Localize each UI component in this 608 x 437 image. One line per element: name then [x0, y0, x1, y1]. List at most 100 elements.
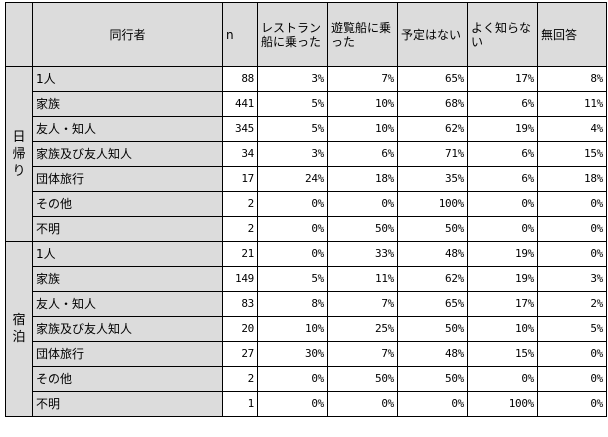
row-no-plan-cell: 65% — [397, 66, 468, 92]
table-row: 家族及び友人知人 20 10% 25% 50% 10% 5% — [6, 316, 607, 342]
row-no-answer-cell: 3% — [537, 266, 607, 292]
table-body: 日帰り 1人 88 3% 7% 65% 17% 8% 家族 441 5% 10% 68% 6% 11% 友人・… — [5, 66, 607, 417]
table-row: 友人・知人 345 5% 10% 62% 19% 4% — [6, 116, 607, 142]
row-restaurant-boat-cell: 0% — [257, 241, 328, 267]
row-dont-know-cell: 6% — [467, 91, 538, 117]
companion-category: 団体旅行 — [32, 341, 223, 367]
row-sightseeing-boat-cell: 18% — [327, 166, 398, 192]
header-no-answer: 無回答 — [537, 2, 607, 67]
row-dont-know-cell: 6% — [467, 166, 538, 192]
header-row: 同行者 n レストラン船に乗った 遊覧船に乗った 予定はない よく知らない 無回… — [5, 2, 607, 67]
row-no-plan-cell: 48% — [397, 341, 468, 367]
companion-category: 友人・知人 — [32, 116, 223, 142]
row-sightseeing-boat-cell: 7% — [327, 341, 398, 367]
row-restaurant-boat-cell: 5% — [257, 116, 328, 142]
row-dont-know-cell: 19% — [467, 266, 538, 292]
table-row: その他 2 0% 0% 100% 0% 0% — [6, 191, 607, 217]
row-n-cell: 441 — [222, 91, 258, 117]
row-no-plan-cell: 65% — [397, 291, 468, 317]
row-sightseeing-boat-cell: 0% — [327, 391, 398, 417]
group-cell: 日帰り — [5, 66, 33, 242]
row-sightseeing-boat-cell: 10% — [327, 116, 398, 142]
row-no-answer-cell: 0% — [537, 391, 607, 417]
row-sightseeing-boat-cell: 50% — [327, 366, 398, 392]
row-no-answer-cell: 15% — [537, 141, 607, 167]
header-dont-know: よく知らない — [467, 2, 538, 67]
companion-category: 不明 — [32, 216, 223, 242]
row-no-answer-cell: 11% — [537, 91, 607, 117]
row-dont-know-cell: 0% — [467, 216, 538, 242]
row-no-plan-cell: 50% — [397, 366, 468, 392]
row-no-plan-cell: 68% — [397, 91, 468, 117]
row-restaurant-boat-cell: 0% — [257, 391, 328, 417]
table-row: 不明 1 0% 0% 0% 100% 0% — [6, 391, 607, 417]
companion-category: 団体旅行 — [32, 166, 223, 192]
table-row: 団体旅行 17 24% 18% 35% 6% 18% — [6, 166, 607, 192]
row-dont-know-cell: 0% — [467, 191, 538, 217]
row-n-cell: 1 — [222, 391, 258, 417]
row-no-answer-cell: 0% — [537, 191, 607, 217]
row-no-plan-cell: 62% — [397, 116, 468, 142]
row-restaurant-boat-cell: 8% — [257, 291, 328, 317]
companion-category: その他 — [32, 366, 223, 392]
row-n-cell: 88 — [222, 66, 258, 92]
group-cell: 宿泊 — [5, 241, 33, 417]
table-row: 不明 2 0% 50% 50% 0% 0% — [6, 216, 607, 242]
row-dont-know-cell: 100% — [467, 391, 538, 417]
row-n-cell: 83 — [222, 291, 258, 317]
row-n-cell: 17 — [222, 166, 258, 192]
companion-category: 家族 — [32, 91, 223, 117]
header-restaurant-boat: レストラン船に乗った — [257, 2, 328, 67]
row-dont-know-cell: 10% — [467, 316, 538, 342]
companion-category: 1人 — [32, 241, 223, 267]
survey-table: 同行者 n レストラン船に乗った 遊覧船に乗った 予定はない よく知らない 無回… — [5, 2, 607, 417]
row-sightseeing-boat-cell: 6% — [327, 141, 398, 167]
row-restaurant-boat-cell: 5% — [257, 266, 328, 292]
row-n-cell: 20 — [222, 316, 258, 342]
table-row: その他 2 0% 50% 50% 0% 0% — [6, 366, 607, 392]
table-row: 日帰り 1人 88 3% 7% 65% 17% 8% — [5, 66, 607, 242]
row-sightseeing-boat-cell: 7% — [327, 66, 398, 92]
row-dont-know-cell: 19% — [467, 116, 538, 142]
companion-category: 家族及び友人知人 — [32, 316, 223, 342]
row-restaurant-boat-cell: 3% — [257, 141, 328, 167]
row-no-plan-cell: 0% — [397, 391, 468, 417]
row-sightseeing-boat-cell: 0% — [327, 191, 398, 217]
row-sightseeing-boat-cell: 25% — [327, 316, 398, 342]
header-no-plan: 予定はない — [397, 2, 468, 67]
row-no-answer-cell: 0% — [537, 366, 607, 392]
table-row: 家族 149 5% 11% 62% 19% 3% — [6, 266, 607, 292]
row-sightseeing-boat-cell: 50% — [327, 216, 398, 242]
row-n-cell: 21 — [222, 241, 258, 267]
row-no-plan-cell: 62% — [397, 266, 468, 292]
group-label: 宿泊 — [12, 313, 26, 345]
row-n-cell: 149 — [222, 266, 258, 292]
header-companion: 同行者 — [32, 2, 223, 67]
row-restaurant-boat-cell: 0% — [257, 191, 328, 217]
row-no-plan-cell: 71% — [397, 141, 468, 167]
row-dont-know-cell: 17% — [467, 291, 538, 317]
row-n-cell: 345 — [222, 116, 258, 142]
companion-category: 1人 — [32, 66, 223, 92]
row-dont-know-cell: 15% — [467, 341, 538, 367]
companion-category: その他 — [32, 191, 223, 217]
row-no-plan-cell: 50% — [397, 216, 468, 242]
row-restaurant-boat-cell: 5% — [257, 91, 328, 117]
header-blank — [5, 2, 33, 67]
row-restaurant-boat-cell: 10% — [257, 316, 328, 342]
row-no-plan-cell: 50% — [397, 316, 468, 342]
companion-category: 不明 — [32, 391, 223, 417]
table-row: 団体旅行 27 30% 7% 48% 15% 0% — [6, 341, 607, 367]
row-n-cell: 2 — [222, 191, 258, 217]
row-no-answer-cell: 8% — [537, 66, 607, 92]
row-restaurant-boat-cell: 0% — [257, 216, 328, 242]
row-restaurant-boat-cell: 0% — [257, 366, 328, 392]
table-row: 家族及び友人知人 34 3% 6% 71% 6% 15% — [6, 141, 607, 167]
row-no-answer-cell: 2% — [537, 291, 607, 317]
row-restaurant-boat-cell: 3% — [257, 66, 328, 92]
group-label: 日帰り — [12, 129, 26, 179]
row-no-answer-cell: 0% — [537, 341, 607, 367]
row-dont-know-cell: 6% — [467, 141, 538, 167]
row-restaurant-boat-cell: 24% — [257, 166, 328, 192]
row-sightseeing-boat-cell: 11% — [327, 266, 398, 292]
